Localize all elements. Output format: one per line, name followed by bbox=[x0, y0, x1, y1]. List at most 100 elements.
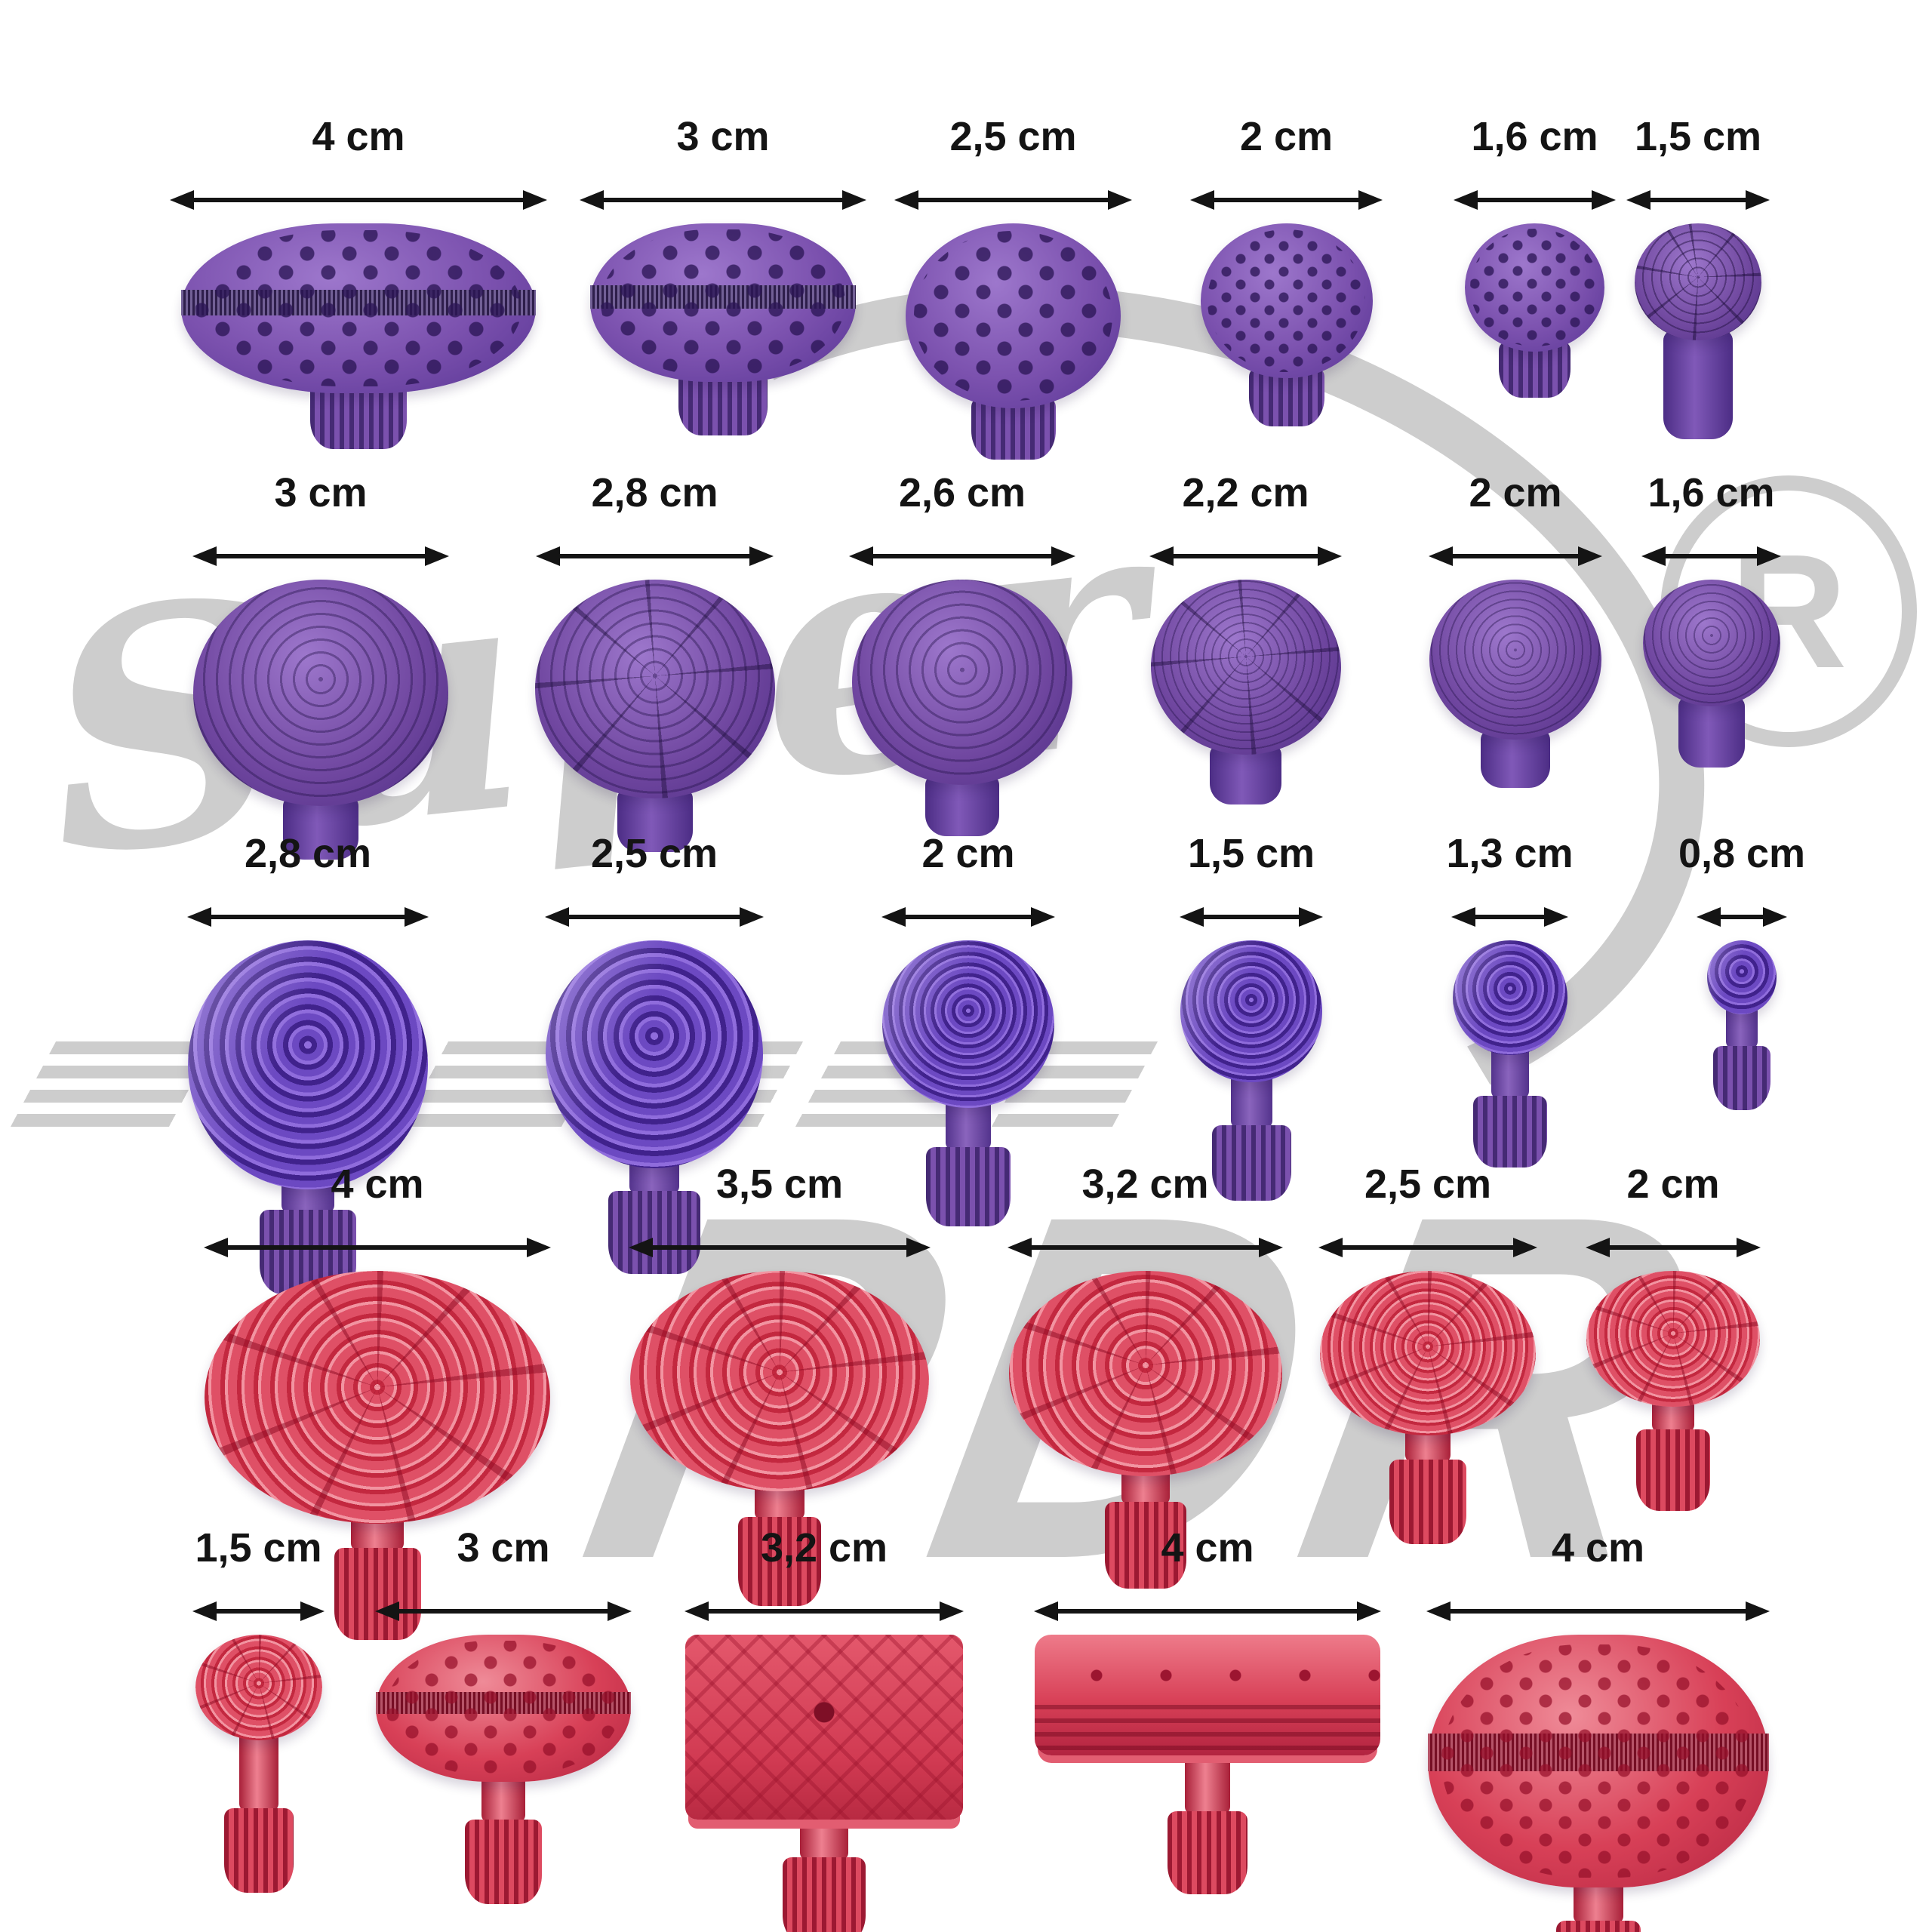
arrow-line bbox=[217, 554, 425, 558]
dimension-arrow bbox=[1318, 1238, 1537, 1257]
dimension-arrow bbox=[1180, 907, 1323, 927]
dimension-arrow bbox=[1429, 546, 1602, 566]
arrow-line bbox=[1478, 198, 1592, 202]
arrowhead-right-icon bbox=[1757, 546, 1781, 566]
arrowhead-right-icon bbox=[425, 546, 449, 566]
tab-item: 3,2 cm bbox=[1008, 1161, 1283, 1589]
tab-item: 1,5 cm bbox=[1180, 830, 1323, 1201]
arrowhead-left-icon bbox=[1697, 907, 1721, 927]
arrow-line bbox=[709, 1609, 940, 1614]
arrowhead-left-icon bbox=[1626, 190, 1651, 210]
size-label: 4 cm bbox=[1161, 1525, 1254, 1571]
size-label: 1,5 cm bbox=[195, 1525, 322, 1571]
arrow-line bbox=[211, 915, 405, 919]
tab-item: 2,8 cm bbox=[534, 469, 775, 852]
dimension-arrow bbox=[894, 190, 1132, 210]
glue-tab-icon bbox=[1642, 580, 1780, 768]
glue-tab-icon bbox=[1200, 223, 1373, 426]
dimension-arrow bbox=[1008, 1238, 1283, 1257]
tab-item: 1,6 cm bbox=[1641, 469, 1781, 768]
arrowhead-right-icon bbox=[1746, 190, 1770, 210]
size-label: 2 cm bbox=[1469, 470, 1562, 515]
arrowhead-right-icon bbox=[608, 1601, 632, 1621]
glue-tab-icon bbox=[1452, 940, 1567, 1168]
arrowhead-left-icon bbox=[204, 1238, 228, 1257]
glue-tab-icon bbox=[882, 940, 1054, 1226]
arrow-line bbox=[1721, 915, 1763, 919]
dimension-arrow bbox=[1034, 1601, 1381, 1621]
glue-tab-icon bbox=[1635, 223, 1761, 439]
size-label: 1,6 cm bbox=[1647, 470, 1775, 515]
dimension-arrow bbox=[187, 907, 429, 927]
tab-item: 4 cm bbox=[204, 1161, 551, 1640]
size-label: 2,5 cm bbox=[949, 114, 1077, 159]
arrowhead-right-icon bbox=[906, 1238, 931, 1257]
tab-item: 2 cm bbox=[1190, 113, 1383, 426]
dimension-arrow bbox=[881, 907, 1055, 927]
arrowhead-left-icon bbox=[1429, 546, 1453, 566]
dimension-arrow bbox=[1641, 546, 1781, 566]
glue-tab-icon bbox=[1427, 1635, 1769, 1932]
glue-tab-icon bbox=[685, 1635, 963, 1932]
dimension-arrow bbox=[375, 1601, 632, 1621]
dimension-arrow bbox=[1451, 907, 1568, 927]
size-label: 2,6 cm bbox=[898, 470, 1026, 515]
glue-tab-icon bbox=[376, 1635, 631, 1904]
arrowhead-right-icon bbox=[940, 1601, 964, 1621]
arrow-line bbox=[1058, 1609, 1357, 1614]
arrowhead-right-icon bbox=[1592, 190, 1616, 210]
arrowhead-right-icon bbox=[1746, 1601, 1770, 1621]
tab-item: 1,5 cm bbox=[192, 1524, 325, 1893]
arrow-line bbox=[873, 554, 1051, 558]
arrow-line bbox=[194, 198, 523, 202]
arrowhead-right-icon bbox=[740, 907, 764, 927]
arrowhead-right-icon bbox=[1357, 1601, 1381, 1621]
arrowhead-left-icon bbox=[1586, 1238, 1610, 1257]
tab-item: 3 cm bbox=[375, 1524, 632, 1904]
tab-item: 4 cm bbox=[170, 113, 547, 449]
glue-tab-icon bbox=[1150, 580, 1341, 804]
arrow-line bbox=[399, 1609, 608, 1614]
arrowhead-right-icon bbox=[527, 1238, 551, 1257]
dimension-arrow bbox=[192, 1601, 325, 1621]
arrowhead-left-icon bbox=[1641, 546, 1666, 566]
tab-item: 2,5 cm bbox=[545, 830, 764, 1274]
arrowhead-left-icon bbox=[375, 1601, 399, 1621]
size-label: 4 cm bbox=[331, 1161, 424, 1207]
arrowhead-right-icon bbox=[1358, 190, 1383, 210]
dimension-arrow bbox=[545, 907, 764, 927]
glue-tab-icon bbox=[1429, 580, 1601, 788]
glue-tab-icon bbox=[195, 1635, 322, 1893]
glue-tab-icon bbox=[1008, 1271, 1282, 1589]
arrowhead-right-icon bbox=[1318, 546, 1342, 566]
arrowhead-right-icon bbox=[842, 190, 866, 210]
arrowhead-left-icon bbox=[1008, 1238, 1032, 1257]
size-label: 1,3 cm bbox=[1446, 831, 1574, 876]
arrowhead-left-icon bbox=[170, 190, 194, 210]
size-label: 4 cm bbox=[1551, 1525, 1645, 1571]
arrowhead-left-icon bbox=[1034, 1601, 1058, 1621]
glue-tab-icon bbox=[630, 1271, 929, 1606]
tab-item: 1,6 cm bbox=[1454, 113, 1616, 398]
arrowhead-right-icon bbox=[300, 1601, 325, 1621]
arrow-line bbox=[217, 1609, 300, 1614]
arrow-line bbox=[1204, 915, 1299, 919]
arrowhead-left-icon bbox=[1426, 1601, 1451, 1621]
arrowhead-right-icon bbox=[405, 907, 429, 927]
glue-tab-icon bbox=[1320, 1271, 1536, 1544]
arrow-line bbox=[560, 554, 749, 558]
arrowhead-left-icon bbox=[881, 907, 906, 927]
dimension-arrow bbox=[1586, 1238, 1761, 1257]
tab-item: 1,5 cm bbox=[1626, 113, 1770, 439]
dimension-arrow bbox=[1697, 907, 1787, 927]
arrowhead-right-icon bbox=[749, 546, 774, 566]
size-label: 3,2 cm bbox=[1081, 1161, 1209, 1207]
size-label: 3 cm bbox=[274, 470, 368, 515]
arrowhead-right-icon bbox=[1051, 546, 1075, 566]
arrow-line bbox=[918, 198, 1108, 202]
arrowhead-left-icon bbox=[187, 907, 211, 927]
dimension-arrow bbox=[580, 190, 866, 210]
arrow-line bbox=[569, 915, 740, 919]
glue-tab-icon bbox=[181, 223, 536, 449]
arrow-line bbox=[1343, 1245, 1513, 1250]
